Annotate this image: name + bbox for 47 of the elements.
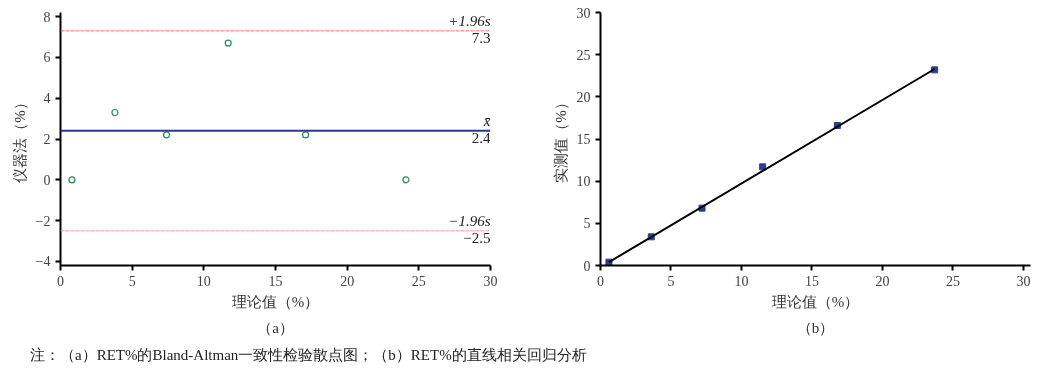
y-axis-title: 实测值（%） xyxy=(552,95,569,183)
x-axis-title: 理论值（%） xyxy=(231,293,320,310)
ref-line-label: +1.96s xyxy=(448,12,491,29)
y-tick-label: 10 xyxy=(576,174,591,190)
y-tick-label: 25 xyxy=(576,47,591,63)
x-axis-title: 理论值（%） xyxy=(771,293,860,310)
ref-line-label: −1.96s xyxy=(448,212,491,229)
x-tick-label: 0 xyxy=(57,273,64,289)
annotation: 2.4 xyxy=(471,129,491,146)
y-axis-title: 仪器法（%） xyxy=(11,95,28,183)
x-tick-label: 15 xyxy=(268,273,283,289)
y-tick-label: 5 xyxy=(583,216,591,232)
x-tick-label: 5 xyxy=(667,273,675,289)
point xyxy=(68,176,76,184)
y-tick-label: 8 xyxy=(43,9,51,25)
point xyxy=(224,39,232,47)
y-tick-label: −2 xyxy=(35,213,51,229)
point xyxy=(402,176,410,184)
y-tick-label: 2 xyxy=(43,132,51,147)
text: （b） xyxy=(796,319,835,336)
x-tick-label: 20 xyxy=(340,273,355,289)
x-tick-label: 30 xyxy=(1016,273,1031,289)
x-tick-label: 5 xyxy=(128,273,136,289)
y-tick-label: 4 xyxy=(43,91,51,107)
x-tick-label: 25 xyxy=(411,273,426,289)
ref-line-label: x̄ xyxy=(482,112,491,129)
point xyxy=(162,131,171,139)
x-tick-label: 20 xyxy=(875,273,890,289)
y-tick-label: 6 xyxy=(43,50,51,66)
x-tick-label: 15 xyxy=(804,273,819,289)
y-tick-label: 0 xyxy=(43,172,51,188)
point xyxy=(302,131,310,139)
annotation: 7.3 xyxy=(471,29,491,46)
x-tick-label: 0 xyxy=(597,273,604,289)
annotation: −2.5 xyxy=(463,229,491,246)
x-tick-label: 25 xyxy=(945,273,960,289)
y-tick-label: −4 xyxy=(35,254,51,270)
text: 注：（a）RET%的Bland-Altman一致性检验散点图；（b）RET%的直线相关回归分析 xyxy=(30,346,587,365)
x-tick-label: 10 xyxy=(734,273,749,289)
y-tick-label: 30 xyxy=(576,5,591,21)
y-tick-label: 20 xyxy=(576,89,591,105)
point xyxy=(111,108,119,117)
y-tick-label: 15 xyxy=(576,132,591,147)
x-tick-label: 30 xyxy=(483,273,498,289)
text: （a） xyxy=(257,319,294,336)
x-tick-label: 10 xyxy=(196,273,211,289)
y-tick-label: 0 xyxy=(583,258,591,274)
